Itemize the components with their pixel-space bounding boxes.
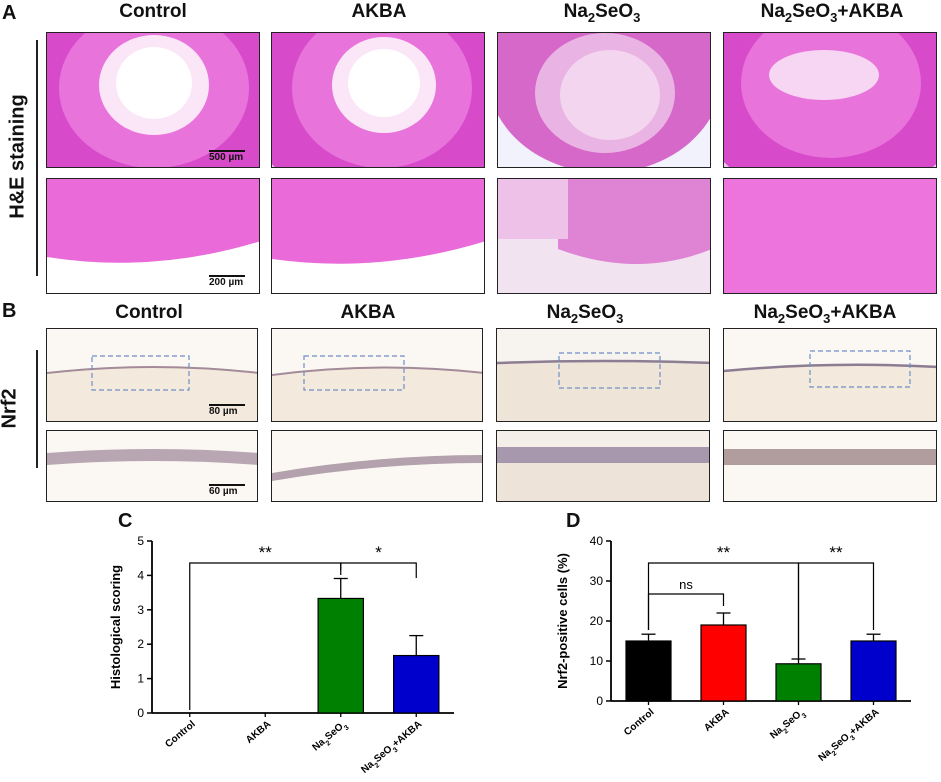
x-category-label-2: Na2SeO3 xyxy=(310,719,350,756)
nrf2-akba-detail-illustration xyxy=(272,431,482,501)
he-control-detail-illustration xyxy=(47,179,259,293)
he-bottom-scale-bar: 200 µm xyxy=(209,275,245,288)
panel-a-title-na2seo3-akba: Na2SeO3+AKBA xyxy=(760,1,904,25)
he-na2seo3-akba-overview-illustration xyxy=(724,33,936,167)
he-akba-overview-illustration xyxy=(272,33,484,167)
nrf2-control-detail-image xyxy=(46,430,258,502)
y-tick-label: 3 xyxy=(137,603,144,617)
nrf2-na2seo3-overview-image xyxy=(496,328,710,422)
significance-bracket-2 xyxy=(797,562,875,660)
y-tick-label: 5 xyxy=(137,534,144,548)
he-na2seo3-detail-illustration xyxy=(498,179,710,293)
he-na2seo3-overview-illustration xyxy=(498,33,710,167)
bar-3 xyxy=(393,654,440,714)
x-category-label-0: Control xyxy=(163,719,197,750)
x-category-label-1: AKBA xyxy=(702,707,731,734)
y-tick-label: 10 xyxy=(590,654,604,668)
y-tick-label: 1 xyxy=(137,672,144,686)
he-akba-overview-image xyxy=(271,32,485,168)
panel-a-row-label: H&E staining xyxy=(6,94,29,219)
significance-bracket-1 xyxy=(340,562,417,578)
nrf2-na2seo3-overview-illustration xyxy=(497,329,709,421)
nrf2-bottom-scale-bar: 60 µm xyxy=(209,484,245,497)
x-category-label-3: Na2SeO3+AKBA xyxy=(359,719,425,778)
he-control-overview-illustration xyxy=(47,33,259,167)
nrf2-top-scale-bar: 80 µm xyxy=(209,404,245,417)
he-na2seo3-detail-image xyxy=(497,178,711,294)
bar-1 xyxy=(700,624,747,702)
y-axis-label: Nrf2-positive cells (%) xyxy=(555,553,570,689)
he-na2seo3-akba-detail-image xyxy=(723,178,937,294)
significance-label-2: ** xyxy=(829,543,843,562)
he-akba-detail-image xyxy=(271,178,485,294)
chart-d-nrf2-positive-cells: 0 10 20 30 40 Nrf2-positive cells (%) Control A… xyxy=(555,534,911,766)
he-na2seo3-overview-image xyxy=(497,32,711,168)
significance-label-1: ** xyxy=(717,543,731,562)
nrf2-akba-detail-image xyxy=(271,430,483,502)
he-akba-detail-illustration xyxy=(272,179,484,293)
y-tick-label: 4 xyxy=(137,568,144,582)
panel-b-title-akba: AKBA xyxy=(340,302,396,323)
x-category-label-3: Na2SeO3+AKBA xyxy=(817,707,883,766)
nrf2-na2seo3-detail-illustration xyxy=(497,431,709,501)
nrf2-akba-overview-image xyxy=(271,328,483,422)
y-tick-label: 40 xyxy=(590,534,604,548)
significance-label-0: ** xyxy=(259,543,273,562)
y-tick-label: 20 xyxy=(590,614,604,628)
y-axis-label: Histological scoring xyxy=(108,565,123,689)
he-top-scale-bar: 500 µm xyxy=(209,150,245,163)
panel-b-title-control: Control xyxy=(115,302,183,323)
panel-d-letter: D xyxy=(566,510,581,532)
significance-label-1: * xyxy=(375,543,382,562)
bar-0 xyxy=(625,640,672,702)
bar-3 xyxy=(850,640,897,702)
he-control-overview-image xyxy=(46,32,260,168)
he-na2seo3-akba-detail-illustration xyxy=(724,179,936,293)
bar-2 xyxy=(317,597,365,714)
nrf2-na2seo3-akba-detail-illustration xyxy=(724,431,936,501)
panel-a-title-na2seo3: Na2SeO3 xyxy=(563,1,641,25)
panel-b-row-label: Nrf2 xyxy=(0,388,21,429)
bar-2 xyxy=(775,663,822,702)
nrf2-na2seo3-akba-overview-image xyxy=(723,328,937,422)
nrf2-akba-overview-illustration xyxy=(272,329,482,421)
x-category-label-0: Control xyxy=(622,707,656,738)
panel-c-letter: C xyxy=(118,510,133,532)
y-tick-label: 2 xyxy=(137,637,144,651)
panel-a-letter: A xyxy=(2,2,17,24)
he-na2seo3-akba-overview-image xyxy=(723,32,937,168)
panel-b-title-na2seo3-akba: Na2SeO3+AKBA xyxy=(753,302,897,326)
x-category-label-2: Na2SeO3 xyxy=(768,707,808,744)
significance-label-0: ns xyxy=(679,577,693,592)
panel-a-title-akba: AKBA xyxy=(351,1,407,22)
nrf2-na2seo3-akba-overview-illustration xyxy=(724,329,936,421)
panel-b-title-na2seo3: Na2SeO3 xyxy=(546,302,624,326)
y-tick-label: 0 xyxy=(596,694,603,708)
y-tick-label: 0 xyxy=(137,706,144,720)
panel-a-row-bracket xyxy=(36,40,38,276)
panel-a-title-control: Control xyxy=(119,1,187,22)
x-category-label-1: AKBA xyxy=(244,719,273,746)
nrf2-control-detail-illustration xyxy=(47,431,257,501)
he-control-detail-image xyxy=(46,178,260,294)
panel-b-letter: B xyxy=(2,300,17,322)
y-tick-label: 30 xyxy=(590,574,604,588)
panel-b-row-bracket xyxy=(36,350,38,468)
chart-c-histological-scoring: 0 1 2 3 4 5 Histological scoring Control AKBA Na2… xyxy=(108,534,454,778)
nrf2-na2seo3-detail-image xyxy=(496,430,710,502)
nrf2-na2seo3-akba-detail-image xyxy=(723,430,937,502)
